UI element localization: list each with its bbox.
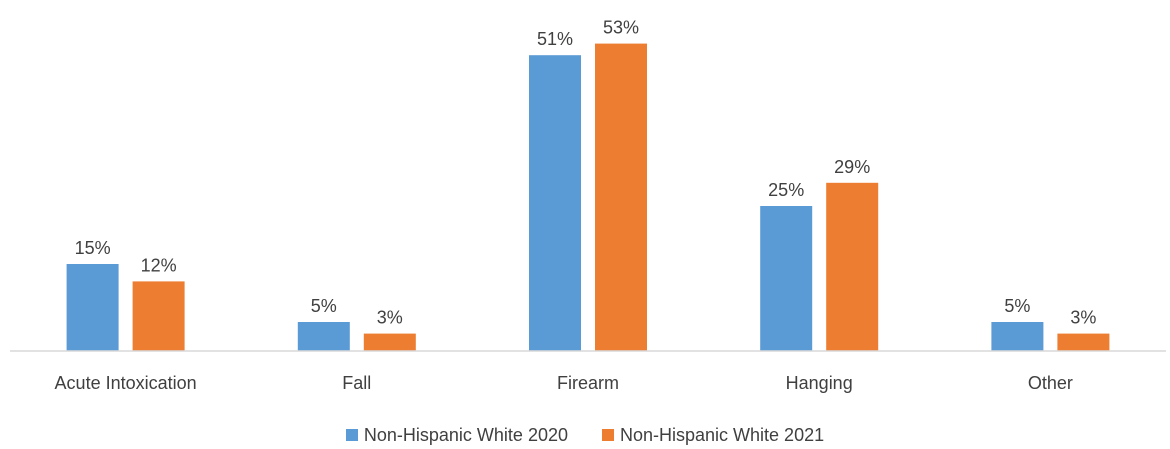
data-label-hanging-series-1: 25% xyxy=(768,180,804,200)
data-label-other-series-1: 5% xyxy=(1004,296,1030,316)
bar-hanging-series-1 xyxy=(760,206,813,351)
x-tick-label-firearm: Firearm xyxy=(557,373,619,393)
bar-fall-series-2 xyxy=(363,333,416,351)
data-label-fall-series-1: 5% xyxy=(311,296,337,316)
bar-acute-intoxication-series-1 xyxy=(66,264,119,351)
labels-layer: 15% 12% 5% 3% 51% 53% 25% 29% 5% 3% xyxy=(75,18,1097,328)
bar-hanging-series-2 xyxy=(826,182,879,351)
data-label-firearm-series-2: 53% xyxy=(603,18,639,38)
bar-firearm-series-2 xyxy=(595,43,647,351)
legend-label-series-2: Non-Hispanic White 2021 xyxy=(620,424,825,445)
x-tick-label-other: Other xyxy=(1028,373,1073,393)
bar-other-series-2 xyxy=(1057,333,1110,351)
data-label-hanging-series-2: 29% xyxy=(834,157,870,177)
data-label-firearm-series-1: 51% xyxy=(537,29,573,49)
x-tick-label-hanging: Hanging xyxy=(786,373,853,393)
x-tick-label-fall: Fall xyxy=(342,373,371,393)
bar-other-series-1 xyxy=(991,322,1044,351)
data-label-acute-intoxication-series-1: 15% xyxy=(75,238,111,258)
data-label-fall-series-2: 3% xyxy=(377,308,403,328)
legend-item-series-2: Non-Hispanic White 2021 xyxy=(602,425,824,446)
legend-item-series-1: Non-Hispanic White 2020 xyxy=(345,424,568,446)
data-label-other-series-2: 3% xyxy=(1070,308,1096,328)
legend: Non-Hispanic White 2020 Non-Hispanic Whi… xyxy=(0,423,1170,447)
ticks-layer: Acute Intoxication Fall Firearm Hanging Othe… xyxy=(55,373,1073,393)
bar-firearm-series-1 xyxy=(529,55,581,351)
data-label-acute-intoxication-series-2: 12% xyxy=(141,255,177,275)
legend-swatch-series-2 xyxy=(602,429,614,441)
bar-acute-intoxication-series-2 xyxy=(132,281,185,351)
bars-layer xyxy=(66,43,1110,351)
x-tick-label-acute-intoxication: Acute Intoxication xyxy=(55,373,197,393)
legend-label-series-1: Non-Hispanic White 2020 xyxy=(363,424,568,445)
bar-fall-series-1 xyxy=(297,322,350,351)
legend-swatch-series-1 xyxy=(345,429,358,441)
